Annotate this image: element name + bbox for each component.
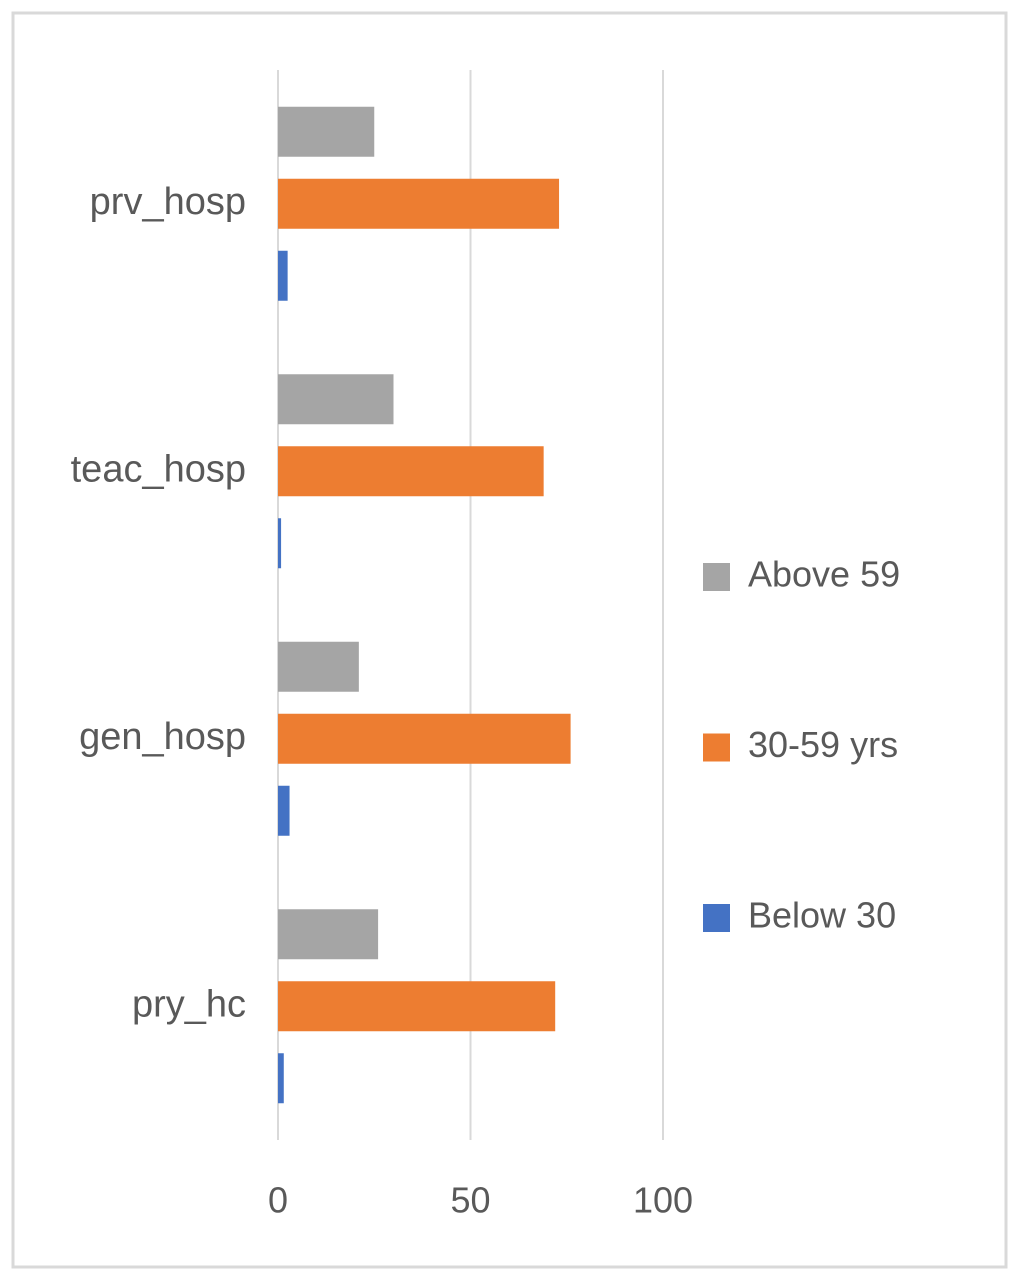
x-tick-label: 100 — [633, 1180, 693, 1221]
y-tick-label: teac_hosp — [71, 448, 246, 490]
bar — [278, 178, 560, 229]
bar — [278, 446, 544, 497]
legend-swatch — [703, 563, 730, 591]
legend-label: 30-59 yrs — [748, 724, 898, 765]
legend-label: Below 30 — [748, 895, 896, 936]
bar — [278, 909, 379, 960]
bar — [278, 1053, 284, 1104]
bar — [278, 785, 290, 836]
legend-swatch — [703, 904, 730, 932]
y-tick-label: gen_hosp — [79, 716, 246, 758]
y-tick-label: prv_hosp — [90, 181, 246, 223]
x-tick-label: 0 — [268, 1180, 288, 1221]
x-tick-label: 50 — [450, 1180, 490, 1221]
legend-label: Above 59 — [748, 554, 900, 595]
bar — [278, 713, 571, 764]
bar — [278, 106, 375, 157]
bar — [278, 374, 394, 425]
legend-swatch — [703, 733, 730, 762]
y-tick-label: pry_hc — [132, 983, 246, 1025]
bar — [278, 250, 288, 301]
bar — [278, 518, 282, 569]
bar — [278, 981, 556, 1032]
bar — [278, 641, 359, 692]
